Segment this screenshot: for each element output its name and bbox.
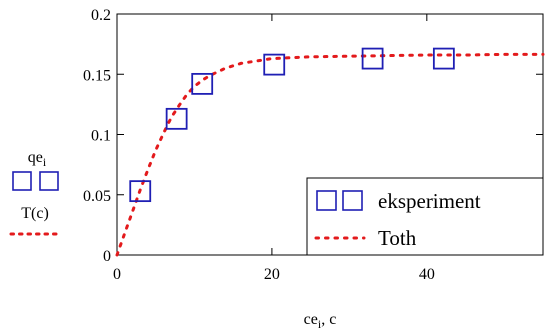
y-tick-label-2: 0.1 [91, 128, 111, 145]
y-tick-label-3: 0.15 [83, 67, 111, 84]
y-axis-marker-square-2 [39, 171, 59, 191]
legend-marker-square-2 [342, 190, 363, 211]
legend-box [306, 177, 544, 256]
x-tick-label-2: 40 [419, 266, 435, 283]
series-toth-line [115, 52, 545, 257]
y-tick-label-1: 0.05 [83, 188, 111, 205]
data-point-eksperiment-1 [165, 107, 188, 130]
y-tick-label-0: 0 [103, 248, 111, 265]
x-axis-label: cei, c [304, 311, 337, 331]
x-tick-label-1: 20 [264, 266, 280, 283]
data-point-eksperiment-2 [191, 72, 214, 95]
y-tick-label-4: 0.2 [91, 7, 111, 24]
y-axis-marker-square-1 [12, 171, 32, 191]
data-point-eksperiment-5 [432, 47, 455, 70]
legend-marker-square-1 [316, 190, 337, 211]
y-axis-label-qe: qei [28, 149, 47, 169]
x-tick-label-0: 0 [113, 266, 121, 283]
y-axis-label-toth: T(c) [21, 205, 49, 222]
legend-label-toth: Toth [378, 226, 417, 250]
legend-label-eksperiment: eksperiment [378, 189, 481, 213]
data-point-eksperiment-3 [263, 53, 286, 76]
data-point-eksperiment-0 [129, 180, 152, 203]
legend: eksperiment Toth [306, 177, 544, 256]
data-point-eksperiment-4 [361, 47, 384, 70]
